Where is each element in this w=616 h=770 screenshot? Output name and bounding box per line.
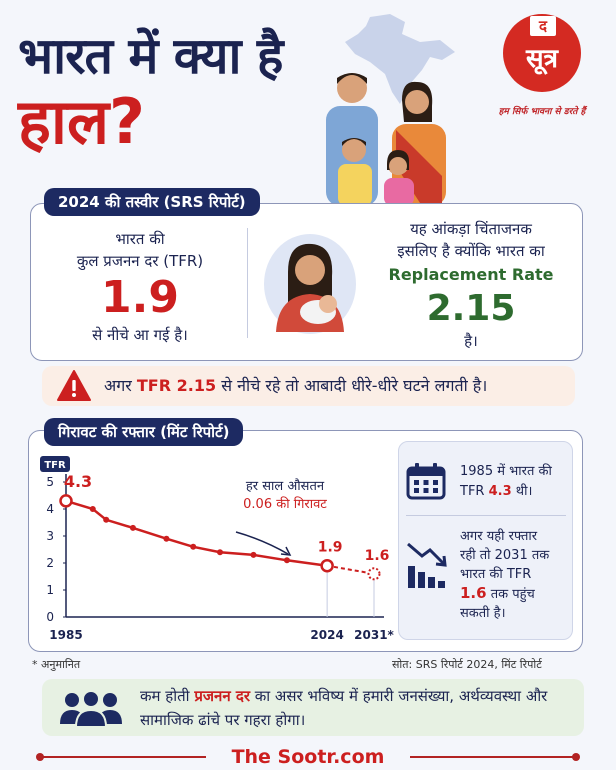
rep-line3: है। (464, 332, 478, 350)
logo-main-text: सूत्र (526, 44, 558, 74)
x-tick-label: 2024 (310, 628, 343, 642)
info-divider (406, 515, 566, 516)
warning-pre: अगर (104, 376, 132, 395)
y-label-box (40, 456, 70, 472)
india-map-icon (345, 14, 455, 104)
replacement-rate-label: Replacement Rate (388, 265, 554, 284)
tfr-column: भारत की कुल प्रजनन दर (TFR) 1.9 से नीचे … (40, 228, 240, 346)
warning-text: अगर TFR 2.15 से नीचे रहे तो आबादी धीरे-ध… (104, 374, 487, 396)
source-note: सोत: SRS रिपोर्ट 2024, मिंट रिपोर्ट (392, 658, 542, 671)
headline-line1: भारत में क्या है (18, 27, 283, 85)
data-point (59, 494, 73, 508)
y-tick-label: 0 (46, 610, 54, 624)
data-point (103, 516, 110, 523)
people-group-icon (60, 690, 122, 728)
data-point (217, 549, 223, 556)
rep-line2: इसलिए है क्योंकि भारत का (397, 242, 545, 260)
y-tick-label: 3 (46, 529, 54, 543)
series-line (65, 499, 328, 567)
projection-point (367, 567, 381, 581)
impact-post: का असर भविष्य में हमारी जनसंख्या, अर्थव्… (140, 687, 548, 729)
data-point (283, 557, 290, 564)
info1-post: थी। (515, 484, 533, 499)
mother-baby-icon (264, 234, 356, 334)
replacement-column: यह आंकड़ा चिंताजनक इसलिए है क्योंकि भारत… (356, 218, 586, 352)
srs-pill: 2024 की तस्वीर (SRS रिपोर्ट) (44, 188, 260, 216)
footer-site-name: The Sootr.com (206, 744, 410, 770)
impact-pre: कम होती (140, 687, 190, 705)
info1-pre: 1985 में भारत की (460, 464, 552, 479)
warning-post: से नीचे रहे तो आबादी धीरे-धीरे घटने लगती… (221, 376, 488, 395)
tfr-line-chart: TFR 0 1 2 3 4 5 1985 2024 2031* 4.3 1.9 1.6 (40, 456, 395, 642)
info1-tfr: TFR (460, 484, 485, 499)
data-label: 1.9 (318, 540, 343, 556)
headline-line2: हाल? (18, 85, 145, 158)
data-label: 4.3 (64, 472, 92, 491)
annotation-arrow (235, 531, 289, 555)
x-tick-label: 2031* (354, 628, 394, 642)
data-point (163, 535, 170, 542)
impact-box (42, 679, 584, 736)
info-2031: अगर यही रफ्तार रही तो 2031 तक भारत की TF… (460, 527, 572, 623)
tfr-line2: कुल प्रजनन दर (TFR) (76, 252, 204, 270)
calendar-icon (406, 463, 446, 500)
mint-pill: गिरावट की रफ्तार (मिंट रिपोर्ट) (44, 418, 244, 446)
divider (247, 228, 248, 338)
declining-trend-icon (407, 542, 447, 588)
info2-line3: भारत की TFR (460, 567, 532, 582)
info2-line1: अगर यही रफ्तार (460, 529, 538, 544)
info-1985: 1985 में भारत की TFR 4.3 थी। (460, 462, 570, 502)
info2-line4-wrap: 1.6 तक पहुंच (460, 584, 572, 604)
info2-value: 1.6 (460, 584, 487, 602)
x-tick-label: 1985 (49, 628, 82, 642)
info1-value: 4.3 (488, 484, 512, 499)
y-tick-label: 4 (46, 502, 54, 516)
tfr-line3: से नीचे आ गई है। (92, 326, 188, 344)
y-axis-label: TFR (44, 460, 66, 471)
y-tick-label: 1 (46, 583, 54, 597)
replacement-rate-value: 2.15 (426, 288, 516, 329)
warning-highlight: TFR 2.15 (136, 376, 217, 395)
impact-highlight: प्रजनन दर (194, 687, 250, 705)
data-point (129, 524, 136, 531)
annotation-line2: 0.06 की गिरावट (243, 497, 327, 512)
logo-tagline: हम सिर्फ भावना से डरते हैं (498, 107, 586, 117)
footer-dot-left (36, 753, 44, 761)
y-tick-label: 5 (46, 475, 54, 489)
family-illustration-icon (326, 73, 446, 206)
annotation-line1: हर साल औसतन (245, 479, 325, 494)
chart-annotation: हर साल औसतन 0.06 की गिरावट (210, 478, 360, 514)
info2-line4: तक पहुंच (490, 587, 535, 602)
logo-small-text: द (530, 16, 556, 36)
projection-line (326, 564, 375, 575)
tfr-value: 1.9 (101, 272, 179, 323)
info1-line2: TFR 4.3 थी। (460, 482, 570, 502)
tfr-line1: भारत की (115, 230, 165, 248)
warning-triangle-icon (57, 370, 91, 401)
info2-line2: रही तो 2031 तक (460, 548, 550, 563)
impact-text: कम होती प्रजनन दर का असर भविष्य में हमार… (140, 684, 580, 732)
info2-line5: सकती है। (460, 606, 506, 621)
footer-dot-right (572, 753, 580, 761)
data-point (320, 558, 334, 573)
y-tick-label: 2 (46, 556, 54, 570)
annotation-arrowhead (280, 546, 292, 556)
data-point (250, 551, 257, 558)
warning-strip (42, 366, 575, 406)
rep-line1: यह आंकड़ा चिंताजनक (410, 220, 532, 238)
data-point (190, 543, 197, 550)
estimate-note: * अनुमानित (32, 658, 81, 671)
data-point (89, 506, 96, 512)
data-label: 1.6 (365, 548, 390, 564)
